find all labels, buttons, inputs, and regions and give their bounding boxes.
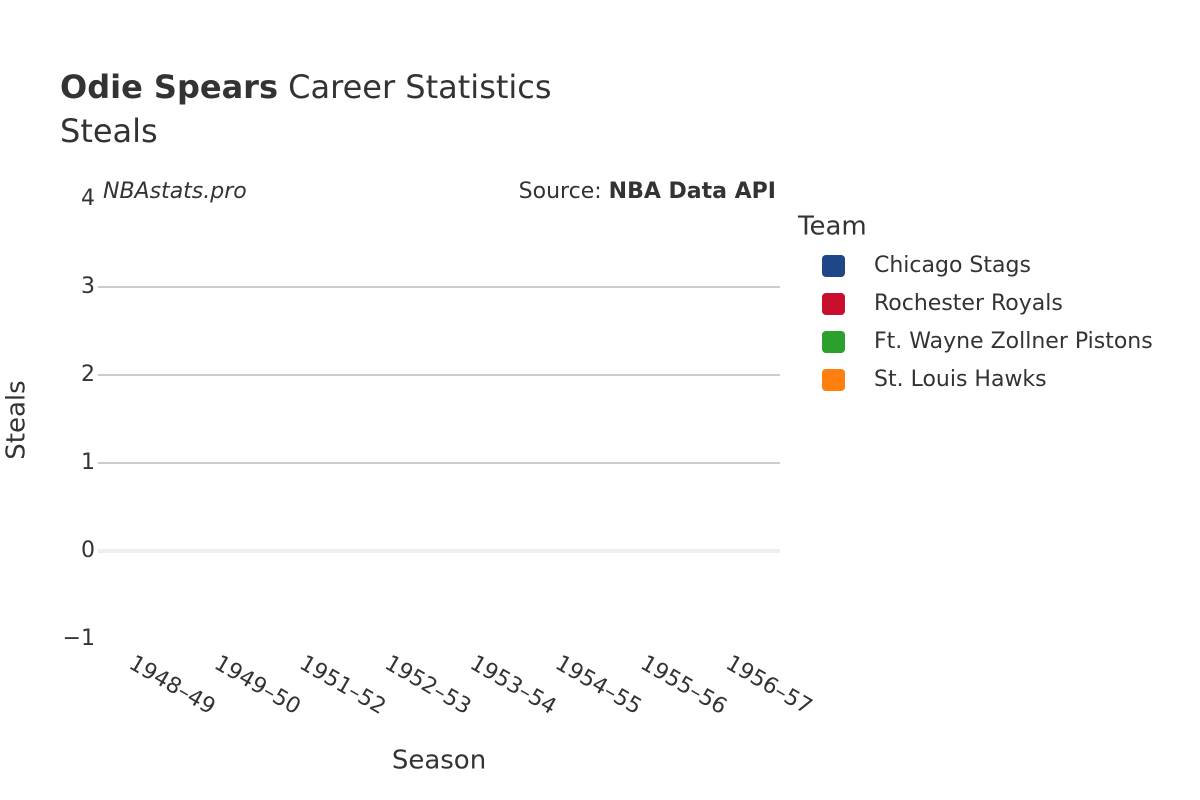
y-tick-label: 0: [81, 538, 95, 563]
title-rest: Career Statistics: [288, 68, 551, 106]
chart-title: Odie Spears Career Statistics: [60, 68, 552, 106]
x-tick-label: 1948–49: [125, 651, 220, 720]
legend-label: Chicago Stags: [874, 253, 1031, 278]
legend-label: Rochester Royals: [874, 291, 1063, 316]
x-tick-label: 1956–57: [721, 651, 816, 720]
y-tick-label: 1: [81, 450, 95, 475]
x-tick-label: 1955–56: [636, 651, 731, 720]
y-axis-label: Steals: [2, 380, 32, 459]
legend-label: St. Louis Hawks: [874, 367, 1047, 392]
legend-title: Team: [797, 212, 867, 242]
legend-swatch: [822, 331, 845, 353]
source-label: Source:: [519, 179, 602, 204]
x-axis-label: Season: [392, 746, 486, 776]
x-tick-label: 1949–50: [210, 651, 305, 720]
legend-swatch: [822, 293, 845, 315]
x-tick-label: 1953–54: [466, 651, 561, 720]
y-tick-label: −1: [63, 626, 95, 651]
source-annotation: Source: NBA Data API: [519, 179, 776, 204]
y-tick-label: 2: [81, 362, 95, 387]
source-name: NBA Data API: [609, 179, 776, 204]
y-tick-label: 4: [81, 186, 95, 211]
legend-swatch: [822, 255, 845, 277]
title-player: Odie Spears: [60, 68, 278, 106]
x-tick-label: 1951–52: [295, 651, 390, 720]
x-tick-label: 1954–55: [551, 651, 646, 720]
x-tick-label: 1952–53: [380, 651, 475, 720]
chart-subtitle: Steals: [60, 112, 158, 150]
legend-label: Ft. Wayne Zollner Pistons: [874, 329, 1153, 354]
site-annotation: NBAstats.pro: [103, 179, 247, 204]
y-tick-label: 3: [81, 274, 95, 299]
legend-swatch: [822, 369, 845, 391]
